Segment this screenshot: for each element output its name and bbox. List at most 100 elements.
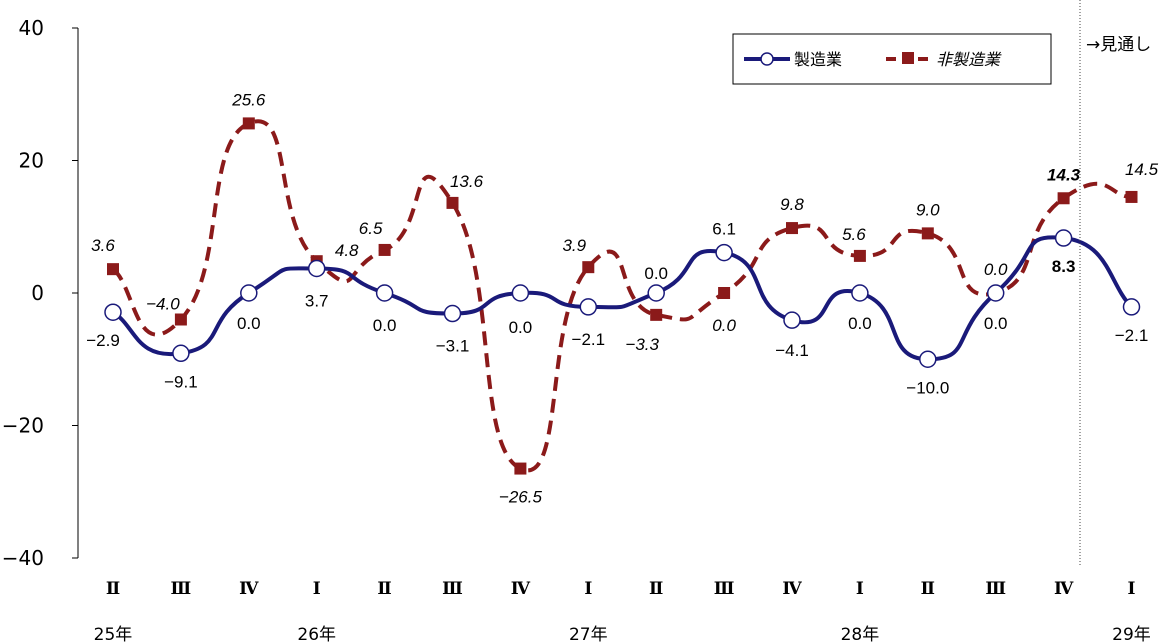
- data-point-manufacturing: [172, 344, 190, 363]
- data-label-non-manufacturing: 13.6: [450, 172, 484, 191]
- data-label-non-manufacturing: 6.5: [359, 219, 383, 238]
- legend-label-non-manufacturing: 非製造業: [936, 50, 1002, 69]
- y-tick-label: −20: [2, 414, 44, 438]
- data-label-non-manufacturing: 0.0: [984, 260, 1008, 279]
- y-tick-label: 20: [19, 149, 44, 173]
- y-tick-label: 40: [19, 16, 44, 40]
- data-point-manufacturing: [1122, 298, 1141, 316]
- x-tick-label: Ⅰ: [313, 579, 321, 599]
- data-label-manufacturing: 0.0: [509, 318, 533, 337]
- data-label-manufacturing: −9.1: [164, 372, 198, 391]
- data-point-non-manufacturing: [174, 313, 187, 326]
- data-label-manufacturing: 3.7: [305, 291, 329, 310]
- year-label: 27年: [569, 625, 608, 644]
- data-label-manufacturing: −2.1: [572, 330, 606, 349]
- data-label-non-manufacturing: −26.5: [499, 488, 543, 507]
- data-point-manufacturing: [986, 284, 1005, 302]
- data-point-non-manufacturing: [582, 261, 595, 274]
- x-tick-label: Ⅳ: [1054, 579, 1074, 599]
- x-tick-label: Ⅲ: [714, 579, 735, 599]
- legend-marker-non-manufacturing: [902, 52, 914, 64]
- y-tick-label: −40: [2, 546, 44, 570]
- data-label-non-manufacturing: 0.0: [712, 316, 736, 335]
- series-line-manufacturing: [111, 235, 1133, 362]
- data-label-non-manufacturing: 9.8: [780, 195, 804, 214]
- legend-marker-manufacturing: [760, 52, 774, 66]
- data-point-manufacturing: [1054, 229, 1073, 247]
- year-label: 26年: [297, 625, 336, 644]
- data-point-non-manufacturing: [242, 117, 255, 130]
- data-point-non-manufacturing: [107, 263, 119, 276]
- data-point-non-manufacturing: [514, 462, 527, 475]
- x-tick-label: Ⅲ: [985, 579, 1006, 599]
- data-point-manufacturing: [443, 304, 462, 323]
- data-point-non-manufacturing: [921, 227, 934, 240]
- x-tick-label: Ⅱ: [106, 579, 120, 599]
- x-tick-label: Ⅳ: [782, 579, 802, 599]
- data-label-manufacturing: 0.0: [644, 264, 668, 283]
- legend: 製造業 非製造業: [732, 33, 1052, 85]
- data-label-manufacturing: 0.0: [373, 316, 397, 335]
- data-label-manufacturing: 8.3: [1052, 257, 1076, 276]
- x-tick-label: Ⅰ: [856, 579, 864, 599]
- data-label-manufacturing: −10.0: [906, 378, 949, 397]
- data-label-non-manufacturing: 14.5: [1125, 160, 1159, 179]
- legend-label-manufacturing: 製造業: [794, 50, 842, 69]
- data-point-manufacturing: [104, 303, 122, 321]
- data-label-manufacturing: 0.0: [984, 314, 1008, 333]
- data-label-manufacturing: −4.1: [775, 341, 809, 360]
- data-label-manufacturing: −3.1: [436, 337, 470, 356]
- series-layer: [104, 117, 1141, 475]
- data-point-non-manufacturing: [718, 287, 731, 299]
- data-point-manufacturing: [919, 350, 937, 368]
- data-label-non-manufacturing: 3.9: [562, 236, 586, 255]
- data-label-manufacturing: 0.0: [848, 314, 872, 333]
- data-point-non-manufacturing: [853, 249, 866, 262]
- data-label-non-manufacturing: −3.3: [625, 335, 659, 354]
- data-point-manufacturing: [783, 311, 801, 329]
- data-label-manufacturing: −2.9: [86, 331, 120, 350]
- series-line-non-manufacturing: [111, 119, 1132, 473]
- y-tick-label: 0: [31, 281, 44, 305]
- data-point-manufacturing: [579, 298, 598, 316]
- data-point-manufacturing: [647, 284, 665, 302]
- data-point-manufacturing: [375, 284, 394, 302]
- data-point-manufacturing: [240, 284, 258, 302]
- data-label-non-manufacturing: 25.6: [231, 90, 266, 109]
- data-label-non-manufacturing: 4.8: [335, 241, 359, 260]
- data-point-manufacturing: [307, 259, 326, 278]
- x-tick-label: Ⅱ: [649, 579, 663, 599]
- data-point-non-manufacturing: [1057, 192, 1070, 205]
- data-point-manufacturing: [851, 284, 869, 302]
- data-point-non-manufacturing: [786, 222, 798, 235]
- data-label-non-manufacturing: 14.3: [1047, 165, 1081, 184]
- data-label-non-manufacturing: 9.0: [916, 200, 940, 219]
- data-point-manufacturing: [715, 243, 733, 262]
- data-point-non-manufacturing: [650, 308, 663, 321]
- data-label-manufacturing: −2.1: [1115, 326, 1149, 345]
- x-tick-label: Ⅰ: [1128, 579, 1136, 599]
- x-tick-label: Ⅲ: [442, 579, 463, 599]
- data-label-manufacturing: 0.0: [237, 314, 261, 333]
- axes: 40 20 0 −20 −40 Ⅱ Ⅲ Ⅳ Ⅰ Ⅱ Ⅲ Ⅳ Ⅰ Ⅱ Ⅲ Ⅳ Ⅰ Ⅱ Ⅲ Ⅳ Ⅰ 25年 26年 27年 28年 2…: [2, 16, 1151, 644]
- year-label: 28年: [841, 625, 880, 644]
- data-point-non-manufacturing: [378, 243, 391, 256]
- x-tick-label: Ⅳ: [511, 579, 531, 599]
- data-label-non-manufacturing: −4.0: [146, 295, 180, 314]
- x-tick-label: Ⅱ: [377, 579, 391, 599]
- data-point-non-manufacturing: [1125, 190, 1138, 203]
- year-label: 29年: [1112, 625, 1151, 644]
- data-point-non-manufacturing: [446, 196, 459, 209]
- data-label-non-manufacturing: 3.6: [91, 236, 115, 255]
- x-tick-label: Ⅰ: [584, 579, 592, 599]
- forecast-note: →見通し: [1086, 35, 1151, 55]
- x-tick-label: Ⅲ: [171, 579, 192, 599]
- x-tick-label: Ⅳ: [239, 579, 259, 599]
- x-tick-label: Ⅱ: [921, 579, 935, 599]
- year-label: 25年: [94, 625, 133, 644]
- data-point-manufacturing: [511, 284, 530, 302]
- data-label-non-manufacturing: 5.6: [842, 225, 866, 244]
- data-label-manufacturing: 6.1: [712, 220, 736, 239]
- data-labels: −2.9 −9.1 0.0 3.7 0.0 −3.1 0.0 −2.1 0.0 6.1 −4.1 0.…: [86, 90, 1158, 506]
